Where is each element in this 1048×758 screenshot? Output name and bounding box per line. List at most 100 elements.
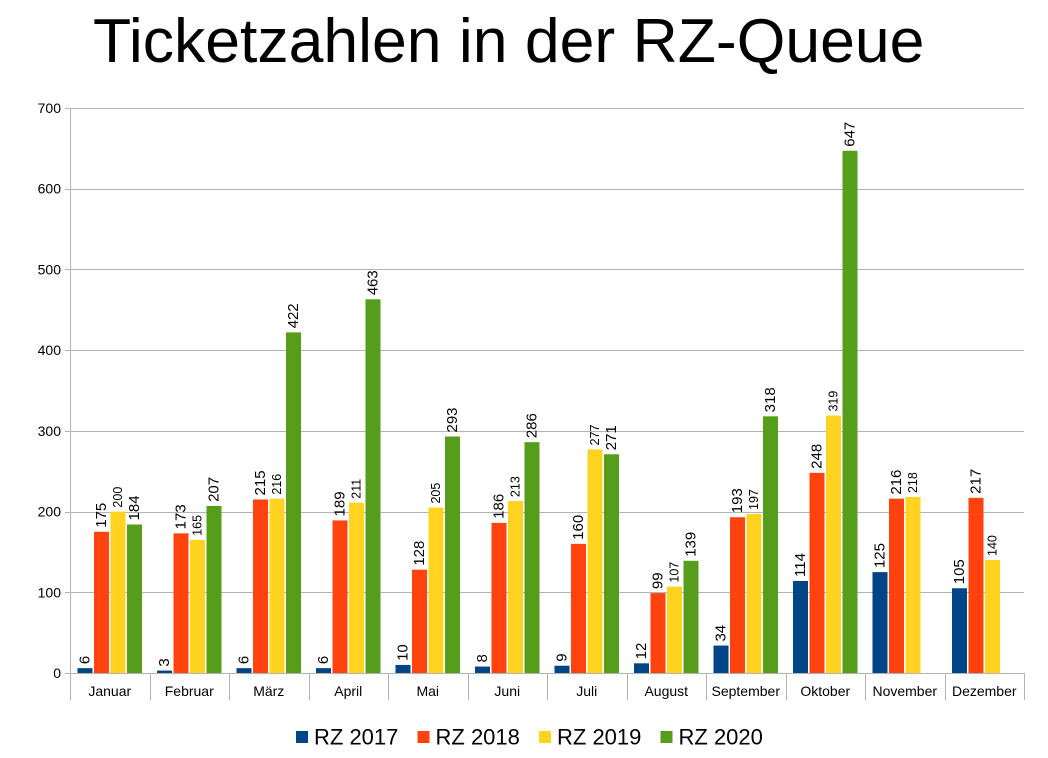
data-label: 165 bbox=[191, 515, 205, 536]
bar-rz-2018-november bbox=[889, 498, 904, 673]
legend-label: RZ 2019 bbox=[557, 725, 641, 750]
bar-rz-2017-november bbox=[872, 572, 888, 673]
bar-rz-2017-august bbox=[634, 663, 649, 673]
legend-label: RZ 2018 bbox=[436, 725, 520, 750]
x-tick-label: Juli bbox=[576, 683, 597, 699]
legend-label: RZ 2020 bbox=[679, 725, 763, 750]
data-label: 286 bbox=[524, 413, 541, 438]
legend-swatch bbox=[539, 731, 551, 743]
data-label: 6 bbox=[315, 656, 332, 664]
data-label: 175 bbox=[93, 503, 110, 528]
x-tick-label: März bbox=[253, 683, 284, 699]
bar-rz-2018-juli bbox=[571, 543, 586, 673]
x-tick-label: September bbox=[712, 683, 781, 699]
bar-rz-2019-märz bbox=[269, 498, 285, 673]
data-label: 9 bbox=[554, 653, 571, 661]
legend-label: RZ 2017 bbox=[314, 725, 398, 750]
bar-rz-2020-september bbox=[763, 416, 778, 673]
bar-rz-2020-april bbox=[365, 299, 381, 673]
data-label: 105 bbox=[951, 559, 968, 584]
bar-rz-2019-januar bbox=[110, 511, 126, 673]
bar-rz-2019-november bbox=[905, 497, 921, 673]
legend-swatch bbox=[660, 731, 673, 743]
axes: 0 100 200 300 400 500 600 700 Januar Februar März A… bbox=[38, 100, 1025, 700]
gridlines bbox=[70, 108, 1024, 674]
data-label: 189 bbox=[332, 491, 349, 516]
legend-item: RZ 2020 bbox=[660, 725, 763, 750]
bar-rz-2020-januar bbox=[127, 524, 142, 673]
x-tick-label: Juni bbox=[494, 683, 520, 699]
data-label: 207 bbox=[206, 477, 223, 502]
data-label: 422 bbox=[285, 303, 302, 328]
bar-rz-2017-oktober bbox=[793, 580, 808, 673]
bar-rz-2019-februar bbox=[190, 539, 205, 673]
x-tick-label: August bbox=[644, 683, 688, 699]
data-label: 139 bbox=[683, 532, 700, 557]
x-tick-label: Dezember bbox=[952, 683, 1017, 699]
data-label: 140 bbox=[986, 535, 1000, 556]
legend-swatch bbox=[296, 731, 308, 743]
y-tick-label: 600 bbox=[38, 181, 62, 197]
data-label: 248 bbox=[809, 444, 826, 469]
bar-rz-2018-februar bbox=[173, 533, 189, 673]
legend-item: RZ 2019 bbox=[539, 725, 641, 750]
bar-rz-2018-mai bbox=[412, 569, 427, 673]
bar-rz-2017-juni bbox=[475, 666, 490, 673]
data-label: 128 bbox=[411, 541, 428, 566]
legend-item: RZ 2017 bbox=[296, 725, 398, 750]
y-tick-label: 300 bbox=[38, 423, 62, 439]
bar-rz-2017-september bbox=[713, 645, 729, 673]
bar-rz-2018-märz bbox=[253, 499, 268, 673]
bar-rz-2017-märz bbox=[236, 668, 252, 673]
data-label: 200 bbox=[111, 487, 125, 508]
bar-rz-2020-oktober bbox=[842, 150, 858, 673]
bar-rz-2019-september bbox=[746, 513, 762, 673]
data-label: 213 bbox=[509, 476, 523, 497]
data-label: 3 bbox=[156, 658, 173, 666]
data-label: 205 bbox=[429, 483, 443, 504]
chart-title: Ticketzahlen in der RZ-Queue bbox=[93, 6, 924, 76]
bar-rz-2018-oktober bbox=[809, 472, 825, 673]
bar-rz-2018-dezember bbox=[968, 497, 984, 673]
bar-rz-2020-mai bbox=[445, 436, 460, 673]
data-label: 99 bbox=[650, 572, 667, 589]
data-label: 293 bbox=[444, 407, 461, 432]
bar-rz-2019-april bbox=[349, 502, 364, 673]
bar-rz-2019-juli bbox=[587, 449, 603, 673]
x-tick-label: Oktober bbox=[800, 683, 850, 699]
x-tick-label: Mai bbox=[416, 683, 439, 699]
bar-rz-2018-september bbox=[730, 517, 745, 673]
data-label: 277 bbox=[588, 425, 602, 446]
bar-rz-2019-mai bbox=[428, 507, 444, 673]
data-label: 8 bbox=[474, 654, 491, 662]
data-label: 34 bbox=[713, 625, 730, 642]
bar-rz-2019-oktober bbox=[826, 415, 841, 673]
data-label: 6 bbox=[236, 656, 253, 664]
data-label: 186 bbox=[491, 494, 508, 519]
data-label: 12 bbox=[633, 643, 650, 660]
legend: RZ 2017 RZ 2018 RZ 2019 RZ 2020 bbox=[296, 725, 763, 750]
data-label: 271 bbox=[603, 425, 620, 450]
x-tick-label: April bbox=[334, 683, 362, 699]
data-label: 6 bbox=[77, 656, 94, 664]
bar-rz-2017-juli bbox=[554, 665, 570, 673]
data-label: 216 bbox=[888, 470, 905, 495]
data-label: 216 bbox=[270, 474, 284, 495]
bar-rz-2020-juni bbox=[524, 442, 540, 673]
bar-rz-2020-februar bbox=[206, 505, 222, 673]
legend-item: RZ 2018 bbox=[417, 725, 520, 750]
data-label: 463 bbox=[365, 270, 382, 295]
y-tick-label: 500 bbox=[38, 261, 62, 277]
bar-rz-2019-juni bbox=[508, 501, 523, 673]
bar-rz-2017-februar bbox=[157, 670, 172, 673]
data-label: 184 bbox=[126, 495, 143, 520]
data-label: 125 bbox=[872, 543, 889, 568]
y-tick-label: 100 bbox=[38, 584, 62, 600]
bar-rz-2017-april bbox=[316, 668, 331, 673]
data-label: 318 bbox=[762, 387, 779, 412]
y-tick-label: 700 bbox=[38, 100, 62, 116]
bar-rz-2020-august bbox=[683, 560, 699, 673]
x-tick-label: Februar bbox=[165, 683, 214, 699]
data-label: 160 bbox=[570, 515, 587, 540]
